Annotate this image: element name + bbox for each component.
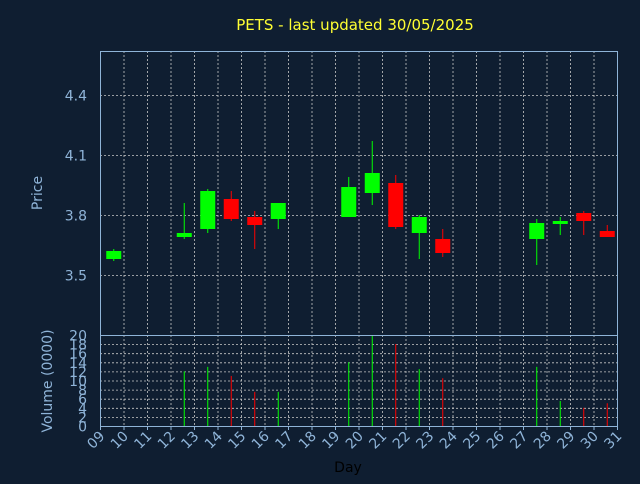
price-tick-label: 3.8 bbox=[65, 209, 87, 225]
chart-title: PETS - last updated 30/05/2025 bbox=[236, 16, 474, 34]
x-tick-label: 28 bbox=[531, 429, 555, 453]
x-tick-label: 26 bbox=[484, 428, 508, 452]
volume-tick-label: 12 bbox=[69, 365, 87, 381]
x-tick-label: 23 bbox=[413, 429, 437, 453]
grid-layer bbox=[100, 51, 617, 427]
x-tick-label: 13 bbox=[178, 429, 202, 453]
x-tick-label: 31 bbox=[601, 429, 625, 453]
candle-body-28 bbox=[552, 221, 568, 224]
candle-body-22 bbox=[411, 217, 427, 233]
volume-tick-label: 4 bbox=[78, 401, 87, 417]
candle-body-30 bbox=[599, 231, 615, 237]
volume-tick-label: 2 bbox=[78, 410, 87, 426]
candle-body-13 bbox=[200, 191, 216, 229]
x-tick-label: 11 bbox=[131, 429, 155, 453]
candle-body-21 bbox=[388, 183, 404, 227]
x-tick-label: 20 bbox=[343, 429, 367, 453]
volume-tick-label: 18 bbox=[69, 338, 87, 354]
candle-body-09 bbox=[106, 251, 122, 259]
x-tick-label: 19 bbox=[319, 429, 343, 453]
volume-tick-label: 8 bbox=[78, 383, 87, 399]
x-tick-label: 10 bbox=[108, 429, 132, 453]
x-tick-label: 29 bbox=[554, 429, 578, 453]
candle-body-15 bbox=[247, 217, 263, 225]
x-tick-label: 12 bbox=[155, 429, 179, 453]
candles-layer bbox=[106, 141, 615, 265]
price-tick-label: 4.4 bbox=[65, 89, 87, 105]
price-tick-label: 4.1 bbox=[65, 149, 87, 165]
candle-body-16 bbox=[270, 203, 286, 219]
candle-body-19 bbox=[341, 187, 357, 217]
volume-tick-label: 6 bbox=[78, 392, 87, 408]
x-tick-label: 21 bbox=[366, 429, 390, 453]
x-tick-label: 15 bbox=[225, 429, 249, 453]
volume-tick-label: 0 bbox=[78, 420, 87, 436]
x-tick-label: 25 bbox=[460, 429, 484, 453]
candle-body-27 bbox=[529, 223, 545, 239]
volume-tick-label: 14 bbox=[69, 356, 87, 372]
candle-body-29 bbox=[576, 213, 592, 221]
candle-body-14 bbox=[223, 199, 239, 219]
volume-axis-label: Volume (0000) bbox=[40, 329, 56, 432]
price-axis-label: Price bbox=[30, 176, 46, 210]
volume-tick-label: 10 bbox=[69, 374, 87, 390]
x-tick-label: 16 bbox=[249, 428, 273, 452]
x-axis-label: Day bbox=[334, 460, 362, 476]
x-tick-label: 24 bbox=[437, 428, 461, 452]
x-tick-label: 09 bbox=[84, 429, 108, 453]
volume-tick-label: 20 bbox=[69, 329, 87, 345]
price-tick-label: 3.5 bbox=[65, 269, 87, 285]
x-tick-label: 18 bbox=[296, 429, 320, 453]
x-tick-label: 14 bbox=[202, 428, 226, 452]
candle-body-23 bbox=[435, 239, 451, 253]
x-tick-label: 22 bbox=[390, 429, 414, 453]
x-tick-label: 27 bbox=[507, 429, 531, 453]
x-tick-label: 17 bbox=[272, 429, 296, 453]
volume-tick-label: 16 bbox=[69, 347, 87, 363]
x-tick-label: 30 bbox=[578, 429, 602, 453]
candle-body-12 bbox=[176, 233, 192, 237]
candle-body-20 bbox=[364, 173, 380, 193]
volume-bars bbox=[183, 335, 608, 426]
